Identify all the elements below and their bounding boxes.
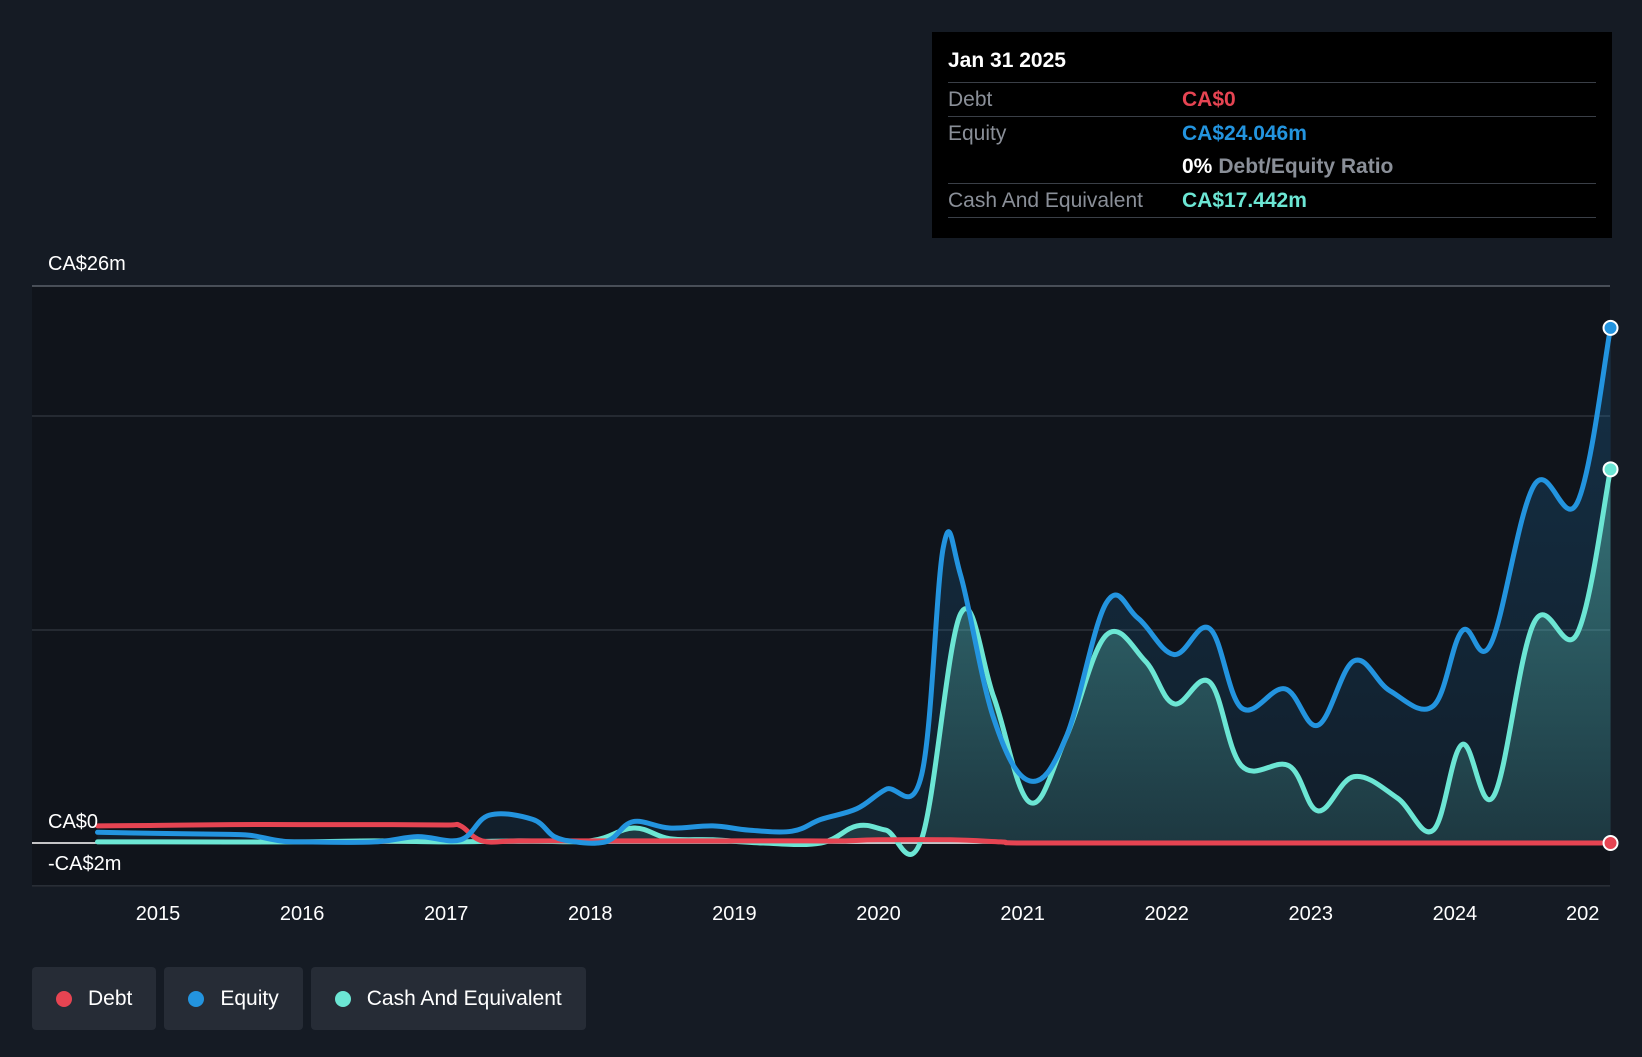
data-tooltip: Jan 31 2025 Debt CA$0 Equity CA$24.046m …: [932, 32, 1612, 238]
x-tick-label: 202: [1566, 903, 1599, 925]
x-tick-label: 2015: [136, 903, 181, 925]
equity-line: [95, 325, 1613, 846]
x-tick-label: 2022: [1144, 903, 1189, 925]
legend-label-debt: Debt: [88, 986, 133, 1010]
legend-item-debt[interactable]: Debt: [32, 967, 157, 1030]
tooltip-row-debt: Debt CA$0: [948, 82, 1596, 116]
tooltip-equity-value: CA$24.046m: [1182, 121, 1307, 145]
tooltip-cash-label: Cash And Equivalent: [948, 188, 1143, 212]
x-tick-label: 2018: [568, 903, 613, 925]
y-tick-label: CA$0: [48, 811, 98, 833]
tooltip-debt-value: CA$0: [1182, 87, 1236, 111]
tooltip-row-cash: Cash And Equivalent CA$17.442m: [948, 183, 1596, 218]
y-tick-label: CA$26m: [48, 253, 126, 275]
tooltip-date: Jan 31 2025: [948, 49, 1066, 72]
x-tick-label: 2020: [856, 903, 901, 925]
equity-area: [97, 327, 1611, 844]
tooltip-equity-label: Equity: [948, 121, 1007, 145]
tooltip-row-equity: Equity CA$24.046m: [948, 116, 1596, 150]
legend-item-equity[interactable]: Equity: [164, 967, 303, 1030]
cash-dot-icon: [334, 990, 351, 1007]
debt-dot-icon: [56, 990, 72, 1007]
tooltip-debt-label: Debt: [948, 87, 993, 111]
tooltip-row-ratio: 0% Debt/Equity Ratio: [948, 150, 1596, 183]
chart-legend: Debt Equity Cash And Equivalent: [32, 967, 586, 1030]
equity-end-point[interactable]: [1602, 319, 1619, 336]
debt-line: [95, 821, 1613, 846]
x-tick-label: 2019: [712, 903, 757, 925]
x-tick-label: 2016: [280, 903, 325, 925]
x-tick-label: 2023: [1289, 903, 1334, 925]
tooltip-ratio-value: 0%: [1182, 154, 1213, 178]
x-tick-label: 2021: [1000, 903, 1045, 925]
y-tick-label: -CA$2m: [48, 853, 121, 875]
debt-end-point[interactable]: [1602, 835, 1619, 851]
tooltip-ratio-label: Debt/Equity Ratio: [1218, 154, 1394, 178]
x-tick-label: 2024: [1433, 903, 1478, 925]
equity-dot-icon: [188, 990, 205, 1007]
legend-label-cash: Cash And Equivalent: [366, 986, 562, 1010]
cash-end-point[interactable]: [1602, 461, 1619, 478]
tooltip-cash-value: CA$17.442m: [1182, 188, 1307, 212]
cash-area: [97, 469, 1611, 855]
x-tick-label: 2017: [424, 903, 469, 925]
legend-label-equity: Equity: [220, 986, 279, 1010]
legend-item-cash[interactable]: Cash And Equivalent: [310, 967, 586, 1030]
